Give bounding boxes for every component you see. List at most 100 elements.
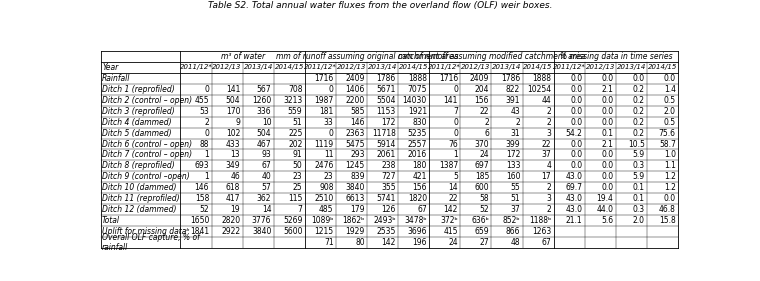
Text: 46: 46 xyxy=(230,172,240,181)
Text: 0.0: 0.0 xyxy=(601,96,613,105)
Text: 1.2: 1.2 xyxy=(664,172,676,181)
Text: 0: 0 xyxy=(453,129,458,138)
Text: 40: 40 xyxy=(261,172,271,181)
Text: 2557: 2557 xyxy=(407,139,427,149)
Text: 1089ᵇ: 1089ᵇ xyxy=(311,216,334,225)
Text: 1650: 1650 xyxy=(190,216,209,225)
Text: 0.0: 0.0 xyxy=(601,107,613,116)
Text: 0.0: 0.0 xyxy=(601,150,613,159)
Text: 181: 181 xyxy=(319,107,334,116)
Text: 0.0: 0.0 xyxy=(570,85,582,94)
Text: 17: 17 xyxy=(542,172,551,181)
Text: 43.0: 43.0 xyxy=(565,194,582,203)
Text: 50: 50 xyxy=(293,161,302,170)
Text: 1786: 1786 xyxy=(376,74,396,83)
Text: 3: 3 xyxy=(546,194,551,203)
Text: 67: 67 xyxy=(417,205,427,214)
Text: 75.6: 75.6 xyxy=(659,129,676,138)
Text: 0.0: 0.0 xyxy=(601,161,613,170)
Text: 2.1: 2.1 xyxy=(602,139,613,149)
Text: 0: 0 xyxy=(329,129,334,138)
Text: 69.7: 69.7 xyxy=(565,183,582,192)
Text: 24: 24 xyxy=(448,238,458,247)
Text: 391: 391 xyxy=(505,96,521,105)
Text: 349: 349 xyxy=(226,161,240,170)
Text: 336: 336 xyxy=(257,107,271,116)
Text: 1245: 1245 xyxy=(346,161,365,170)
Text: 141: 141 xyxy=(226,85,240,94)
Text: 0.0: 0.0 xyxy=(601,172,613,181)
Text: 102: 102 xyxy=(226,129,240,138)
Text: Overall OLF capture, % of
rainfall: Overall OLF capture, % of rainfall xyxy=(102,233,200,252)
Text: 2012/13: 2012/13 xyxy=(586,64,615,71)
Text: 1987: 1987 xyxy=(315,96,334,105)
Text: Ditch 9 (control –open): Ditch 9 (control –open) xyxy=(102,172,190,181)
Text: 5.6: 5.6 xyxy=(601,216,613,225)
Text: 2014/15: 2014/15 xyxy=(274,64,304,71)
Text: 0.0: 0.0 xyxy=(570,161,582,170)
Text: 1: 1 xyxy=(204,172,209,181)
Text: 3: 3 xyxy=(546,129,551,138)
Text: 399: 399 xyxy=(505,139,521,149)
Text: 0: 0 xyxy=(204,85,209,94)
Text: 2510: 2510 xyxy=(315,194,334,203)
Text: Ditch 1 (reprofiled): Ditch 1 (reprofiled) xyxy=(102,85,175,94)
Text: 10254: 10254 xyxy=(527,85,551,94)
Text: 2409: 2409 xyxy=(345,74,365,83)
Text: 0.3: 0.3 xyxy=(632,205,644,214)
Text: 4: 4 xyxy=(546,161,551,170)
Text: 204: 204 xyxy=(474,85,489,94)
Text: 3696: 3696 xyxy=(407,227,427,236)
Text: 2: 2 xyxy=(546,183,551,192)
Text: 33: 33 xyxy=(324,118,334,127)
Text: 0.0: 0.0 xyxy=(570,150,582,159)
Text: Ditch 10 (dammed): Ditch 10 (dammed) xyxy=(102,183,176,192)
Text: 0.0: 0.0 xyxy=(663,194,676,203)
Text: 51: 51 xyxy=(293,118,302,127)
Text: 202: 202 xyxy=(288,139,302,149)
Text: mm of runoff assuming original catchment area: mm of runoff assuming original catchment… xyxy=(276,52,458,61)
Text: 156: 156 xyxy=(474,96,489,105)
Text: 2011/12*: 2011/12* xyxy=(553,64,586,71)
Text: 3840: 3840 xyxy=(252,227,271,236)
Text: 185: 185 xyxy=(475,172,489,181)
Text: 1.1: 1.1 xyxy=(664,161,676,170)
Text: 3478ᵇ: 3478ᵇ xyxy=(404,216,427,225)
Text: 11718: 11718 xyxy=(372,129,396,138)
Text: 0.2: 0.2 xyxy=(632,85,644,94)
Text: 2409: 2409 xyxy=(470,74,489,83)
Text: 43.0: 43.0 xyxy=(565,205,582,214)
Text: Year: Year xyxy=(102,63,119,72)
Text: 5504: 5504 xyxy=(376,96,396,105)
Text: 0.5: 0.5 xyxy=(663,96,676,105)
Text: 44.0: 44.0 xyxy=(597,205,613,214)
Text: 362: 362 xyxy=(257,194,271,203)
Text: 1406: 1406 xyxy=(345,85,365,94)
Text: 0.2: 0.2 xyxy=(632,96,644,105)
Text: Ditch 7 (control – open): Ditch 7 (control – open) xyxy=(102,150,192,159)
Text: 2: 2 xyxy=(546,118,551,127)
Text: 659: 659 xyxy=(474,227,489,236)
Text: Ditch 12 (dammed): Ditch 12 (dammed) xyxy=(102,205,176,214)
Text: 93: 93 xyxy=(261,150,271,159)
Text: 14: 14 xyxy=(261,205,271,214)
Text: 2200: 2200 xyxy=(346,96,365,105)
Text: 57: 57 xyxy=(261,183,271,192)
Text: 0.0: 0.0 xyxy=(601,183,613,192)
Text: Rainfall: Rainfall xyxy=(102,74,131,83)
Text: Ditch 6 (control – open): Ditch 6 (control – open) xyxy=(102,139,192,149)
Text: m³ of water: m³ of water xyxy=(220,52,264,61)
Text: 179: 179 xyxy=(350,205,365,214)
Text: 9: 9 xyxy=(236,118,240,127)
Text: 0.0: 0.0 xyxy=(570,139,582,149)
Text: 172: 172 xyxy=(382,118,396,127)
Text: 2.0: 2.0 xyxy=(632,216,644,225)
Text: 2.1: 2.1 xyxy=(602,85,613,94)
Text: 0.0: 0.0 xyxy=(601,118,613,127)
Text: 54.2: 54.2 xyxy=(565,129,582,138)
Text: 10.5: 10.5 xyxy=(628,139,644,149)
Text: 0: 0 xyxy=(204,129,209,138)
Text: 46.8: 46.8 xyxy=(659,205,676,214)
Text: 172: 172 xyxy=(506,150,521,159)
Text: 2011/12*: 2011/12* xyxy=(179,64,212,71)
